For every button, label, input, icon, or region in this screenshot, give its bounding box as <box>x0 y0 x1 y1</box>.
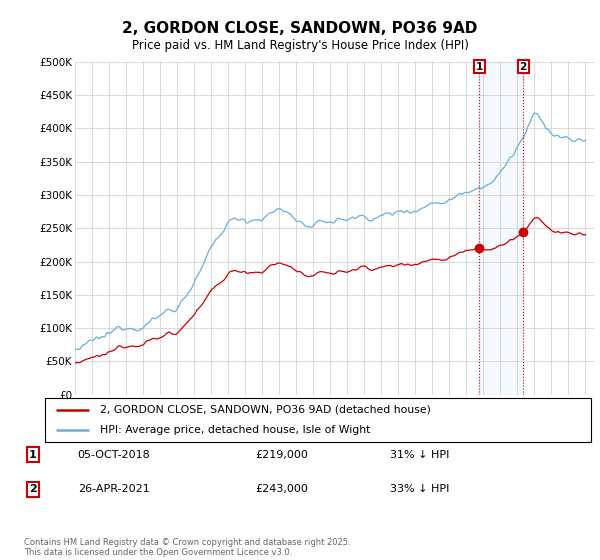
Text: Price paid vs. HM Land Registry's House Price Index (HPI): Price paid vs. HM Land Registry's House … <box>131 39 469 52</box>
Text: HPI: Average price, detached house, Isle of Wight: HPI: Average price, detached house, Isle… <box>100 425 370 435</box>
Text: £219,000: £219,000 <box>256 450 308 460</box>
Text: 2, GORDON CLOSE, SANDOWN, PO36 9AD (detached house): 2, GORDON CLOSE, SANDOWN, PO36 9AD (deta… <box>100 405 430 415</box>
Text: 31% ↓ HPI: 31% ↓ HPI <box>391 450 449 460</box>
Text: £243,000: £243,000 <box>256 484 308 494</box>
Bar <box>479 62 523 395</box>
Text: 2, GORDON CLOSE, SANDOWN, PO36 9AD: 2, GORDON CLOSE, SANDOWN, PO36 9AD <box>122 21 478 36</box>
Text: 2: 2 <box>29 484 37 494</box>
Text: 26-APR-2021: 26-APR-2021 <box>78 484 150 494</box>
Text: 2: 2 <box>520 62 527 72</box>
Text: 33% ↓ HPI: 33% ↓ HPI <box>391 484 449 494</box>
Text: 1: 1 <box>476 62 483 72</box>
Text: 05-OCT-2018: 05-OCT-2018 <box>77 450 151 460</box>
Text: Contains HM Land Registry data © Crown copyright and database right 2025.
This d: Contains HM Land Registry data © Crown c… <box>24 538 350 557</box>
Text: 1: 1 <box>29 450 37 460</box>
